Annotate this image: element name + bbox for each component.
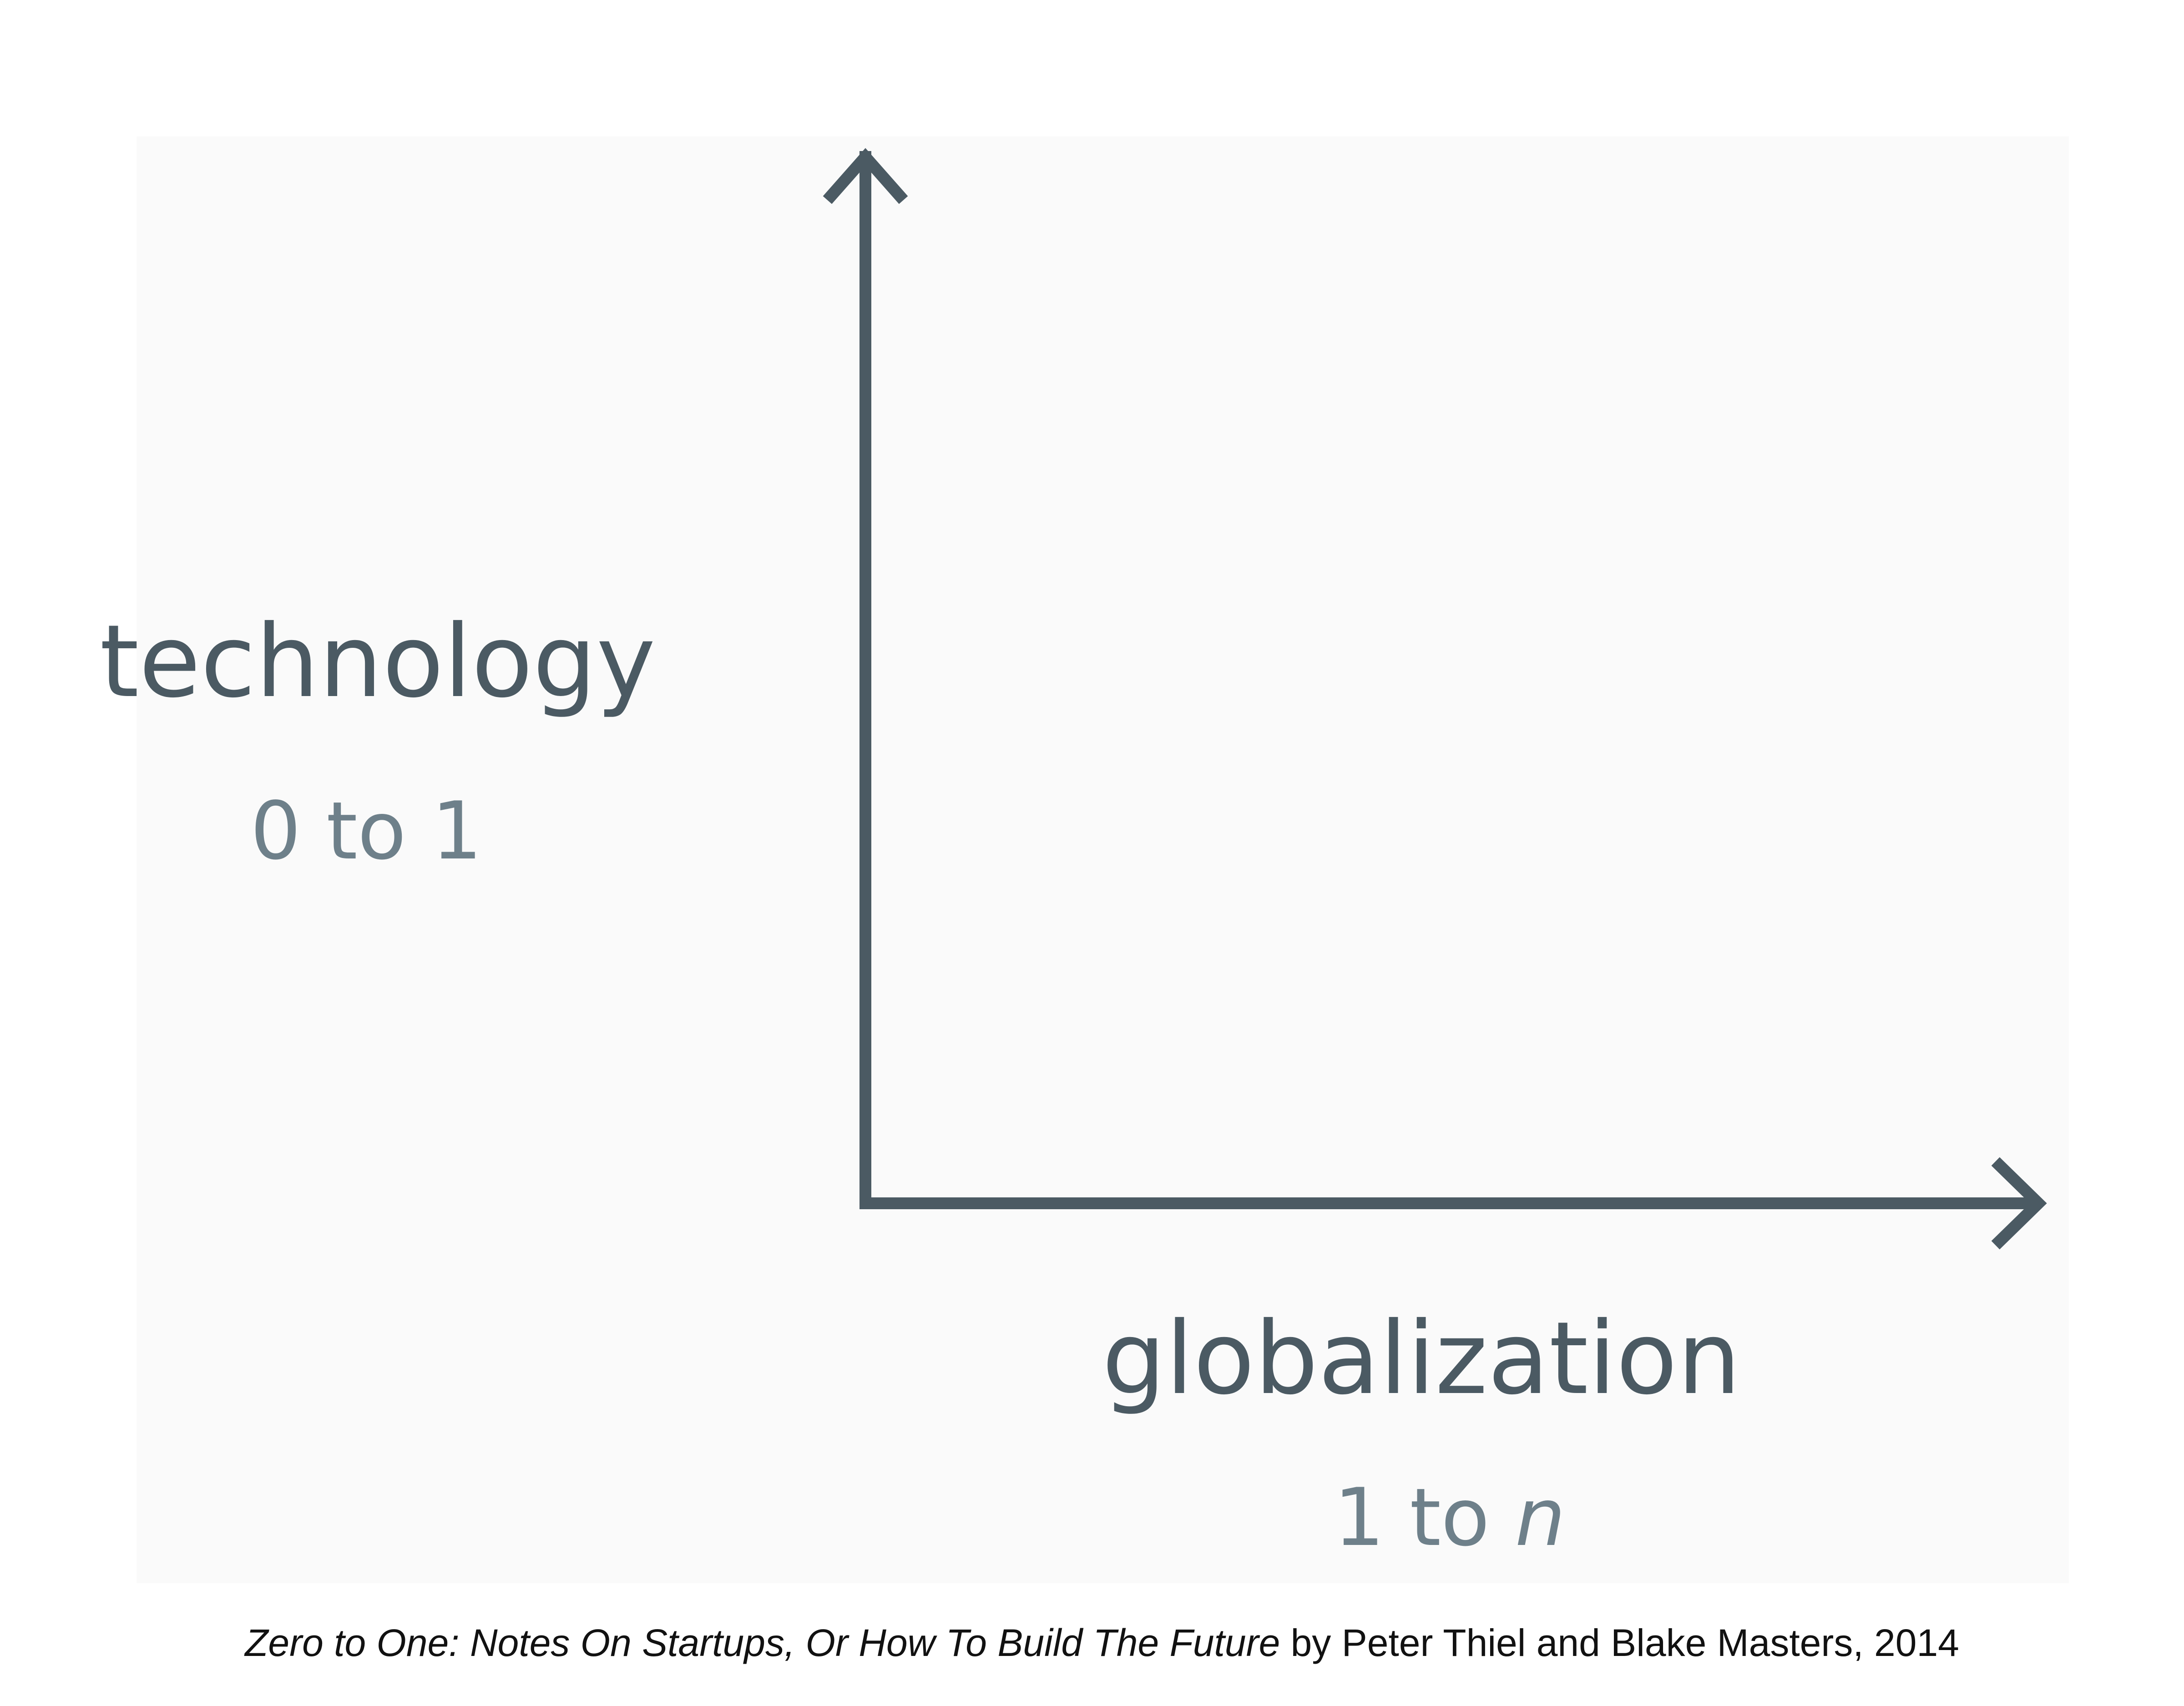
axes (823, 148, 2047, 1250)
panel (136, 136, 2069, 1583)
caption-byline: by Peter Thiel and Blake Masters, 2014 (1291, 1621, 1959, 1664)
caption-title: Zero to One: Notes On Startups, Or How T… (244, 1621, 1280, 1664)
x-axis-label: globalization (1102, 1300, 1741, 1417)
x-sublabel-prefix: 1 to (1334, 1472, 1490, 1564)
x-arrowhead (1991, 1157, 2047, 1250)
x-sublabel-variable: n (1515, 1472, 1566, 1564)
axis-lines (859, 151, 2040, 1209)
y-axis-label: technology (100, 603, 656, 720)
y-arrowhead (823, 148, 908, 204)
x-axis-sublabel: 1 to n (1334, 1472, 1565, 1564)
caption: Zero to One: Notes On Startups, Or How T… (244, 1621, 1959, 1664)
y-axis-sublabel: 0 to 1 (250, 785, 482, 878)
